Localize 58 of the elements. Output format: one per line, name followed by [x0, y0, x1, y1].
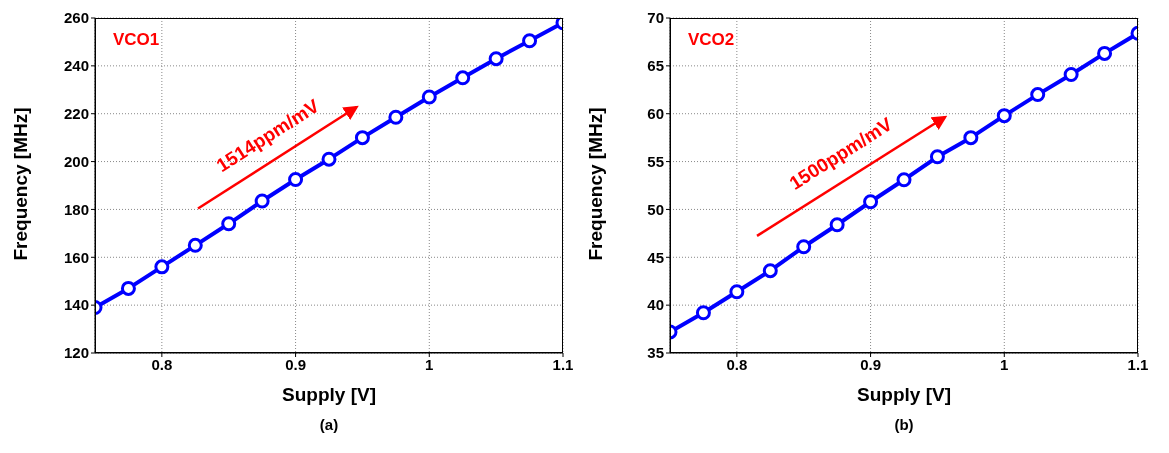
annotation: VCO1 — [113, 30, 160, 50]
point — [254, 193, 270, 209]
y-tick-label: 140 — [63, 296, 89, 314]
point — [522, 33, 538, 49]
point — [321, 151, 337, 167]
point — [796, 239, 812, 255]
point — [762, 263, 778, 279]
point — [1030, 87, 1046, 103]
annotation: VCO2 — [688, 30, 735, 50]
point — [120, 280, 136, 296]
x-axis-title: Supply [V] — [857, 384, 951, 405]
x-tick-label: 0.8 — [151, 355, 173, 373]
x-tick-label: 1 — [1000, 355, 1009, 373]
y-tick-label: 260 — [63, 9, 89, 27]
point — [1063, 66, 1079, 82]
point — [354, 130, 370, 146]
point — [729, 284, 745, 300]
point — [288, 172, 304, 188]
point — [896, 172, 912, 188]
y-tick-label: 45 — [647, 248, 664, 266]
y-tick-label: 35 — [647, 344, 664, 362]
point — [996, 108, 1012, 124]
y-tick-label: 60 — [647, 105, 664, 123]
point — [455, 70, 471, 86]
point — [1097, 45, 1113, 61]
x-tick-label: 1 — [425, 355, 434, 373]
point — [695, 305, 711, 321]
y-tick-label: 50 — [647, 200, 664, 218]
x-tick-label: 1.1 — [1127, 355, 1149, 373]
x-axis-title: Supply [V] — [282, 384, 376, 405]
y-axis-title: Frequency [MHz] — [9, 107, 31, 261]
y-tick-label: 120 — [63, 344, 89, 362]
y-tick-label: 200 — [63, 152, 89, 170]
y-tick-label: 55 — [647, 152, 664, 170]
y-tick-label: 180 — [63, 200, 89, 218]
x-tick-label: 0.9 — [860, 355, 881, 373]
point — [829, 217, 845, 233]
y-axis-title: Frequency [MHz] — [584, 107, 606, 261]
point — [187, 237, 203, 253]
point — [154, 259, 170, 275]
y-tick-label: 40 — [647, 296, 664, 314]
x-tick-label: 1.1 — [552, 355, 574, 373]
y-tick-label: 240 — [63, 57, 89, 75]
text: (b) — [894, 416, 914, 433]
y-tick-label: 160 — [63, 248, 89, 266]
text: (a) — [319, 416, 339, 433]
point — [221, 216, 237, 232]
point — [421, 89, 437, 105]
point — [929, 149, 945, 165]
x-tick-label: 0.9 — [285, 355, 306, 373]
point — [863, 194, 879, 210]
point — [488, 51, 504, 67]
x-tick-label: 0.8 — [726, 355, 748, 373]
y-tick-label: 220 — [63, 105, 89, 123]
y-tick-label: 70 — [647, 9, 664, 27]
point — [388, 109, 404, 125]
y-tick-label: 65 — [647, 57, 664, 75]
point — [963, 130, 979, 146]
